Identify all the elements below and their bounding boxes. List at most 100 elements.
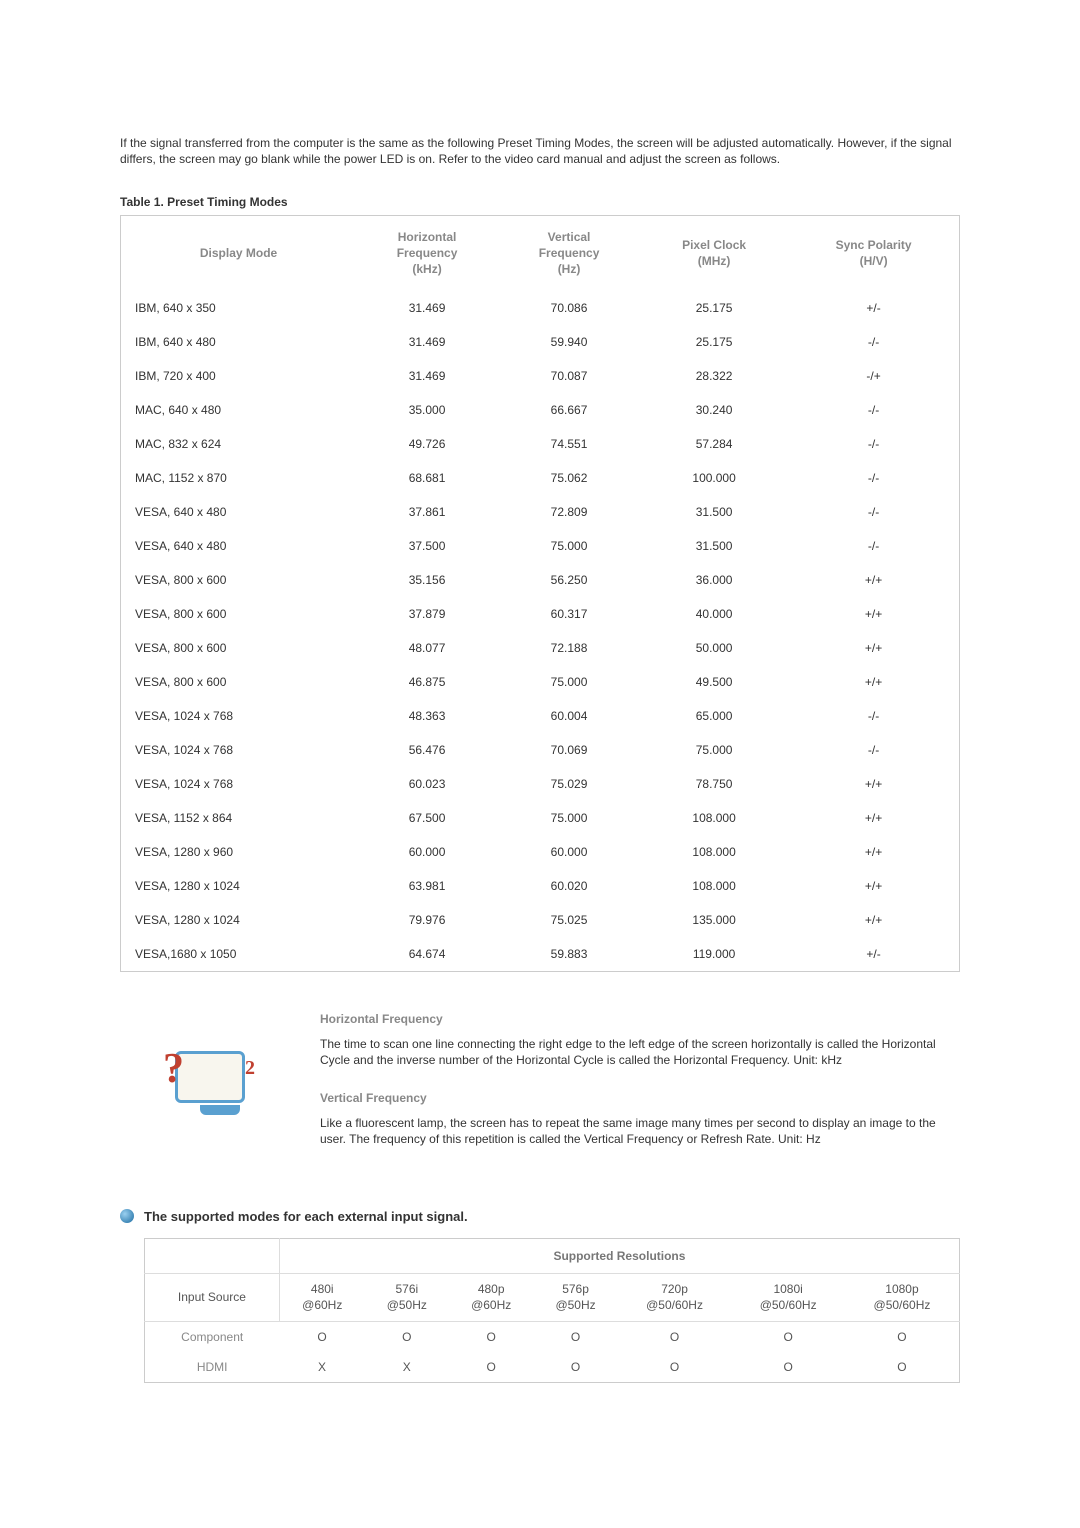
cell: 56.250 bbox=[498, 563, 640, 597]
th-vfreq: VerticalFrequency(Hz) bbox=[498, 216, 640, 291]
cell: +/+ bbox=[788, 563, 959, 597]
cell: X bbox=[365, 1352, 449, 1383]
cell: VESA, 800 x 600 bbox=[121, 563, 357, 597]
cell: O bbox=[845, 1322, 960, 1353]
cell: 68.681 bbox=[356, 461, 498, 495]
cell: 63.981 bbox=[356, 869, 498, 903]
cell: 108.000 bbox=[640, 801, 788, 835]
cell: 65.000 bbox=[640, 699, 788, 733]
cell: 37.500 bbox=[356, 529, 498, 563]
table-row: VESA,1680 x 105064.67459.883119.000+/- bbox=[121, 937, 960, 972]
cell: +/+ bbox=[788, 835, 959, 869]
cell: -/- bbox=[788, 733, 959, 767]
cell: MAC, 1152 x 870 bbox=[121, 461, 357, 495]
cell: 37.879 bbox=[356, 597, 498, 631]
cell: 48.077 bbox=[356, 631, 498, 665]
cell: VESA, 1024 x 768 bbox=[121, 699, 357, 733]
cell: +/+ bbox=[788, 869, 959, 903]
cell: 64.674 bbox=[356, 937, 498, 972]
table-row: VESA, 640 x 48037.50075.00031.500-/- bbox=[121, 529, 960, 563]
cell: IBM, 640 x 480 bbox=[121, 325, 357, 359]
table-row: IBM, 640 x 35031.46970.08625.175+/- bbox=[121, 291, 960, 325]
cell: O bbox=[365, 1322, 449, 1353]
cell: 37.861 bbox=[356, 495, 498, 529]
th-hfreq: HorizontalFrequency(kHz) bbox=[356, 216, 498, 291]
cell: 49.500 bbox=[640, 665, 788, 699]
cell: +/- bbox=[788, 291, 959, 325]
cell: O bbox=[618, 1352, 732, 1383]
cell: +/+ bbox=[788, 903, 959, 937]
cell: 56.476 bbox=[356, 733, 498, 767]
hfreq-heading: Horizontal Frequency bbox=[320, 1012, 960, 1026]
cell: 60.023 bbox=[356, 767, 498, 801]
intro-text: If the signal transferred from the compu… bbox=[120, 135, 960, 167]
cell: 57.284 bbox=[640, 427, 788, 461]
cell: IBM, 720 x 400 bbox=[121, 359, 357, 393]
table-row: MAC, 1152 x 87068.68175.062100.000-/- bbox=[121, 461, 960, 495]
cell: +/+ bbox=[788, 631, 959, 665]
th-sync: Sync Polarity(H/V) bbox=[788, 216, 959, 291]
cell: VESA, 640 x 480 bbox=[121, 495, 357, 529]
cell: 60.000 bbox=[498, 835, 640, 869]
cell: O bbox=[533, 1322, 617, 1353]
table1-title: Table 1. Preset Timing Modes bbox=[120, 195, 960, 209]
cell: 135.000 bbox=[640, 903, 788, 937]
cell: 60.004 bbox=[498, 699, 640, 733]
cell: O bbox=[845, 1352, 960, 1383]
th-resolution: 720p@50/60Hz bbox=[618, 1273, 732, 1321]
cell: 74.551 bbox=[498, 427, 640, 461]
cell: -/+ bbox=[788, 359, 959, 393]
cell: IBM, 640 x 350 bbox=[121, 291, 357, 325]
cell: -/- bbox=[788, 393, 959, 427]
cell: VESA, 800 x 600 bbox=[121, 597, 357, 631]
th-resolution: 1080i@50/60Hz bbox=[731, 1273, 845, 1321]
cell: 75.000 bbox=[498, 529, 640, 563]
cell: 36.000 bbox=[640, 563, 788, 597]
cell: O bbox=[731, 1352, 845, 1383]
th-clock: Pixel Clock(MHz) bbox=[640, 216, 788, 291]
cell: O bbox=[731, 1322, 845, 1353]
cell: 60.020 bbox=[498, 869, 640, 903]
cell: 78.750 bbox=[640, 767, 788, 801]
hfreq-body: The time to scan one line connecting the… bbox=[320, 1036, 960, 1068]
th-mode: Display Mode bbox=[121, 216, 357, 291]
bullet-icon bbox=[120, 1209, 134, 1223]
row-label: Component bbox=[145, 1322, 280, 1353]
cell: 60.317 bbox=[498, 597, 640, 631]
cell: VESA, 1024 x 768 bbox=[121, 733, 357, 767]
cell: +/+ bbox=[788, 597, 959, 631]
cell: 35.000 bbox=[356, 393, 498, 427]
cell: 59.883 bbox=[498, 937, 640, 972]
cell: VESA, 1280 x 1024 bbox=[121, 903, 357, 937]
cell: 49.726 bbox=[356, 427, 498, 461]
vfreq-body: Like a fluorescent lamp, the screen has … bbox=[320, 1115, 960, 1147]
table-row: IBM, 720 x 40031.46970.08728.322-/+ bbox=[121, 359, 960, 393]
cell: 30.240 bbox=[640, 393, 788, 427]
cell: 100.000 bbox=[640, 461, 788, 495]
cell: 75.025 bbox=[498, 903, 640, 937]
cell: 25.175 bbox=[640, 291, 788, 325]
cell: 40.000 bbox=[640, 597, 788, 631]
cell: -/- bbox=[788, 325, 959, 359]
cell: 46.875 bbox=[356, 665, 498, 699]
cell: 72.809 bbox=[498, 495, 640, 529]
cell: VESA, 1280 x 1024 bbox=[121, 869, 357, 903]
cell: MAC, 832 x 624 bbox=[121, 427, 357, 461]
table-row: HDMIXXOOOOO bbox=[145, 1352, 960, 1383]
section2-header: The supported modes for each external in… bbox=[120, 1209, 960, 1224]
cell: -/- bbox=[788, 427, 959, 461]
cell: 28.322 bbox=[640, 359, 788, 393]
cell: -/- bbox=[788, 529, 959, 563]
cell: O bbox=[449, 1352, 533, 1383]
table-row: VESA, 800 x 60046.87575.00049.500+/+ bbox=[121, 665, 960, 699]
table-row: MAC, 832 x 62449.72674.55157.284-/- bbox=[121, 427, 960, 461]
th-resolution: 480i@60Hz bbox=[279, 1273, 364, 1321]
cell: 75.000 bbox=[640, 733, 788, 767]
cell: 75.000 bbox=[498, 665, 640, 699]
row-label: HDMI bbox=[145, 1352, 280, 1383]
cell: +/+ bbox=[788, 801, 959, 835]
cell: 108.000 bbox=[640, 869, 788, 903]
table-row: VESA, 1024 x 76860.02375.02978.750+/+ bbox=[121, 767, 960, 801]
table-row: ComponentOOOOOOO bbox=[145, 1322, 960, 1353]
cell: -/- bbox=[788, 461, 959, 495]
